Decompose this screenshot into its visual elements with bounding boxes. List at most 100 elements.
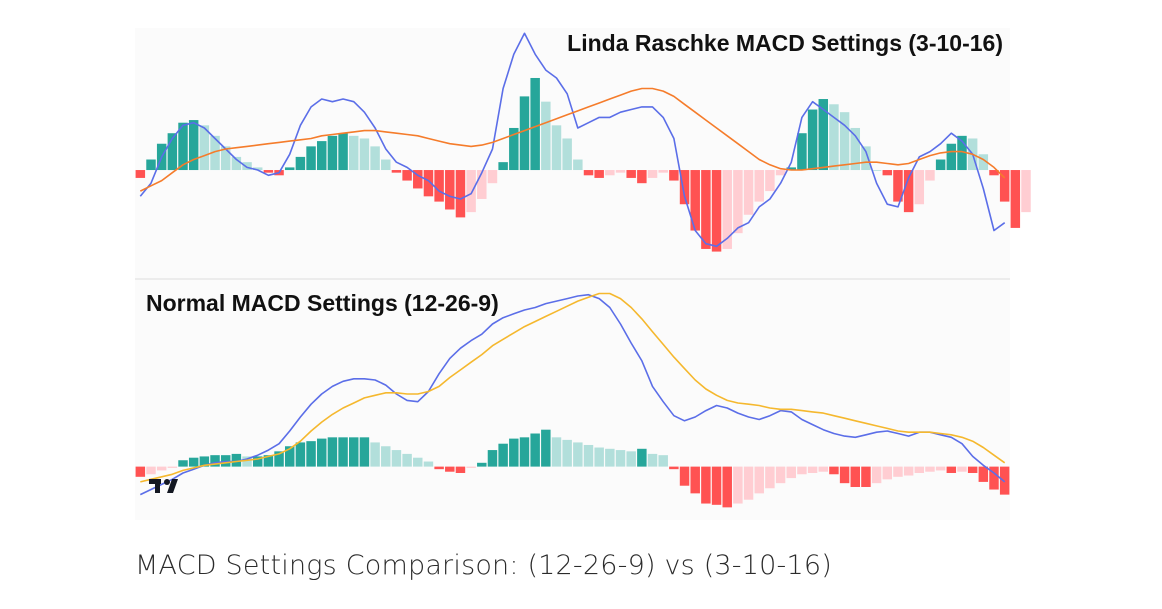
histogram-bar — [199, 456, 210, 467]
histogram-bar — [327, 135, 338, 171]
histogram-bar — [989, 466, 999, 490]
histogram-bar — [711, 466, 722, 505]
histogram-bar — [615, 170, 626, 173]
histogram-bar — [957, 466, 967, 472]
histogram-bar — [391, 450, 402, 467]
histogram-bar — [733, 466, 743, 504]
histogram-bar — [903, 466, 914, 476]
histogram-bar — [818, 99, 828, 171]
macd-line — [139, 32, 1006, 248]
histogram-bar — [989, 170, 999, 176]
histogram-bar — [541, 429, 551, 467]
raschke-macd-panel — [135, 32, 1031, 252]
histogram-bar — [669, 466, 679, 470]
histogram-bar — [455, 170, 466, 218]
histogram-bar — [999, 170, 1010, 202]
histogram-bar — [1021, 170, 1031, 213]
histogram-bar — [893, 466, 903, 477]
histogram-bar — [978, 466, 989, 482]
histogram-bar — [359, 437, 370, 467]
signal-line — [140, 292, 1006, 483]
histogram-bar — [242, 456, 252, 467]
histogram-bar — [775, 466, 786, 484]
histogram-bar — [861, 466, 871, 487]
histogram-bar — [423, 170, 434, 197]
histogram-bar — [871, 170, 882, 171]
histogram-bar — [413, 170, 423, 189]
histogram-bar — [733, 170, 743, 234]
histogram-bar — [284, 446, 295, 467]
histogram-bar — [701, 170, 711, 249]
histogram-bar — [647, 453, 658, 467]
histogram-bar — [146, 466, 156, 475]
histogram-bar — [306, 146, 316, 171]
histogram-bar — [188, 120, 199, 171]
histogram-bar — [317, 141, 327, 171]
histogram-bar — [391, 170, 402, 173]
histogram-bar — [914, 466, 925, 473]
histogram-bar — [754, 170, 764, 202]
histogram-bar — [466, 170, 476, 213]
histogram-bar — [754, 466, 764, 494]
histogram-bar — [178, 122, 188, 171]
histogram-bar — [519, 437, 530, 467]
macd-line — [139, 293, 1006, 496]
histogram-bar — [999, 466, 1010, 495]
histogram-bar — [295, 442, 306, 467]
signal-line — [139, 87, 1006, 192]
histogram-bar — [263, 170, 274, 173]
histogram-bar — [573, 442, 583, 467]
histogram-bar — [284, 167, 295, 171]
histogram-bar — [466, 466, 476, 468]
histogram-bar — [135, 466, 146, 477]
histogram-bar — [530, 433, 540, 467]
histogram-bar — [509, 127, 519, 171]
histogram-bar — [807, 109, 818, 171]
histogram-bar — [765, 466, 775, 489]
histogram-bar — [434, 170, 444, 202]
histogram-bar — [445, 466, 455, 472]
histogram-bar — [135, 170, 146, 178]
histogram-bar — [658, 170, 668, 173]
histogram-bar — [263, 455, 274, 467]
histogram-bar — [509, 438, 519, 467]
histogram-bar — [530, 77, 540, 171]
histogram-bar — [167, 466, 178, 468]
histogram-bar — [775, 170, 786, 176]
histogram-bar — [188, 457, 199, 467]
top-panel-background — [135, 28, 1010, 278]
histogram-bar — [637, 448, 647, 467]
histogram-bar — [679, 466, 690, 486]
histogram-bar — [445, 170, 455, 210]
histogram-bar — [807, 466, 818, 473]
histogram-bar — [711, 170, 722, 252]
histogram-bar — [199, 125, 210, 171]
histogram-bar — [882, 466, 893, 480]
histogram-bar — [914, 170, 925, 205]
histogram-bar — [701, 466, 711, 504]
histogram-bar — [381, 446, 391, 467]
histogram-bar — [935, 159, 946, 171]
logo-dot — [164, 479, 170, 485]
histogram-bar — [669, 170, 679, 181]
histogram-bar — [647, 170, 658, 178]
histogram-bar — [1010, 170, 1021, 228]
histogram-bar — [946, 466, 957, 473]
histogram-bar — [551, 125, 562, 171]
histogram-bar — [946, 143, 957, 171]
histogram-bar — [338, 133, 348, 171]
histogram-bar — [252, 456, 263, 467]
histogram-bar — [402, 170, 412, 181]
histogram-bar — [925, 170, 935, 181]
histogram-bar — [893, 170, 903, 202]
histogram-bar — [583, 170, 594, 176]
histogram-bar — [605, 448, 615, 467]
histogram-bar — [743, 170, 754, 215]
histogram-bar — [370, 146, 380, 171]
histogram-bar — [178, 460, 188, 467]
histogram-bar — [818, 466, 828, 472]
histogram-bar — [637, 170, 647, 184]
histogram-bar — [871, 466, 882, 484]
histogram-bar — [765, 170, 775, 192]
histogram-bar — [967, 466, 978, 473]
